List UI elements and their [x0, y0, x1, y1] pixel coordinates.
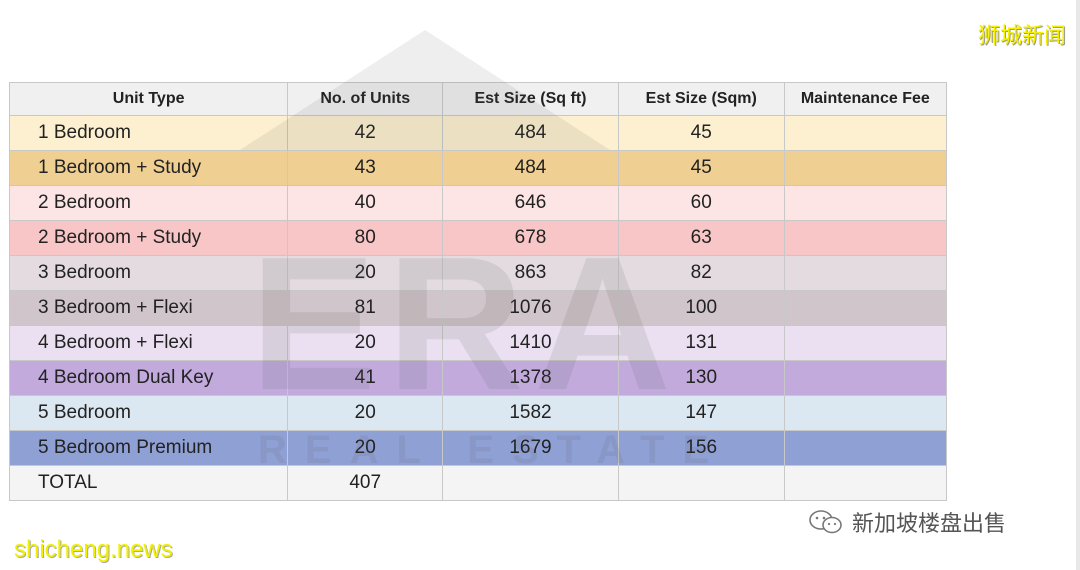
total-row: TOTAL 407 [8, 465, 948, 501]
empty-cell [783, 465, 948, 501]
fee-cell [783, 395, 948, 431]
sqm-cell: 147 [617, 395, 785, 431]
sqm-cell: 60 [617, 185, 785, 221]
total-label: TOTAL [8, 465, 289, 501]
units-cell: 20 [287, 255, 444, 291]
units-cell: 80 [287, 220, 444, 256]
sqm-cell: 82 [617, 255, 785, 291]
sqft-cell: 1582 [442, 395, 619, 431]
column-header: Unit Type [8, 82, 289, 116]
unit-type-cell: 4 Bedroom + Flexi [8, 325, 289, 361]
fee-cell [783, 150, 948, 186]
fee-cell [783, 360, 948, 396]
units-cell: 20 [287, 430, 444, 466]
total-units: 407 [287, 465, 444, 501]
sqm-cell: 131 [617, 325, 785, 361]
sqm-cell: 100 [617, 290, 785, 326]
empty-cell [442, 465, 619, 501]
sqft-cell: 484 [442, 115, 619, 151]
units-cell: 20 [287, 395, 444, 431]
table-row: 4 Bedroom Dual Key 41 1378 130 [8, 360, 948, 396]
column-header: No. of Units [287, 82, 444, 116]
sqm-cell: 45 [617, 115, 785, 151]
fee-cell [783, 185, 948, 221]
sqft-cell: 678 [442, 220, 619, 256]
fee-cell [783, 255, 948, 291]
table-row: 4 Bedroom + Flexi 20 1410 131 [8, 325, 948, 361]
fee-cell [783, 430, 948, 466]
table-row: 3 Bedroom 20 863 82 [8, 255, 948, 291]
fee-cell [783, 115, 948, 151]
watermark-roof [240, 30, 610, 150]
units-cell: 20 [287, 325, 444, 361]
table-row: 5 Bedroom 20 1582 147 [8, 395, 948, 431]
units-cell: 42 [287, 115, 444, 151]
empty-cell [617, 465, 785, 501]
unit-type-cell: 2 Bedroom + Study [8, 220, 289, 256]
table-row: 2 Bedroom + Study 80 678 63 [8, 220, 948, 256]
sqft-cell: 863 [442, 255, 619, 291]
fee-cell [783, 220, 948, 256]
sqft-cell: 646 [442, 185, 619, 221]
table-row: 1 Bedroom + Study 43 484 45 [8, 150, 948, 186]
table-row: 1 Bedroom 42 484 45 [8, 115, 948, 151]
sqft-cell: 1378 [442, 360, 619, 396]
fee-cell [783, 290, 948, 326]
units-cell: 81 [287, 290, 444, 326]
sqft-cell: 1410 [442, 325, 619, 361]
units-cell: 40 [287, 185, 444, 221]
units-cell: 41 [287, 360, 444, 396]
unit-mix-table: Unit Type No. of Units Est Size (Sq ft) Est… [8, 82, 948, 501]
column-header: Maintenance Fee [783, 82, 948, 116]
fee-cell [783, 325, 948, 361]
sqm-cell: 63 [617, 220, 785, 256]
sqft-cell: 484 [442, 150, 619, 186]
brand-cn: 狮城新闻 [977, 23, 1066, 48]
unit-type-cell: 1 Bedroom [8, 115, 289, 151]
table-row: 2 Bedroom 40 646 60 [8, 185, 948, 221]
wechat-icon [809, 510, 842, 534]
units-cell: 43 [287, 150, 444, 186]
sqft-cell: 1679 [442, 430, 619, 466]
sqft-cell: 1076 [442, 290, 619, 326]
wechat-account: 新加坡楼盘出售 [808, 506, 1006, 538]
table-row: 3 Bedroom + Flexi 81 1076 100 [8, 290, 948, 326]
wechat-account-name: 新加坡楼盘出售 [852, 511, 1007, 536]
column-header: Est Size (Sq ft) [442, 82, 619, 116]
sqm-cell: 45 [617, 150, 785, 186]
unit-type-cell: 3 Bedroom [8, 255, 289, 291]
table-row: 5 Bedroom Premium 20 1679 156 [8, 430, 948, 466]
unit-type-cell: 3 Bedroom + Flexi [8, 290, 289, 326]
right-edge [1076, 0, 1080, 570]
brand-en: shicheng.news [14, 536, 173, 563]
sqm-cell: 130 [617, 360, 785, 396]
sqm-cell: 156 [617, 430, 785, 466]
column-header: Est Size (Sqm) [617, 82, 785, 116]
unit-type-cell: 5 Bedroom [8, 395, 289, 431]
unit-type-cell: 4 Bedroom Dual Key [8, 360, 289, 396]
unit-type-cell: 2 Bedroom [8, 185, 289, 221]
unit-type-cell: 1 Bedroom + Study [8, 150, 289, 186]
unit-type-cell: 5 Bedroom Premium [8, 430, 289, 466]
